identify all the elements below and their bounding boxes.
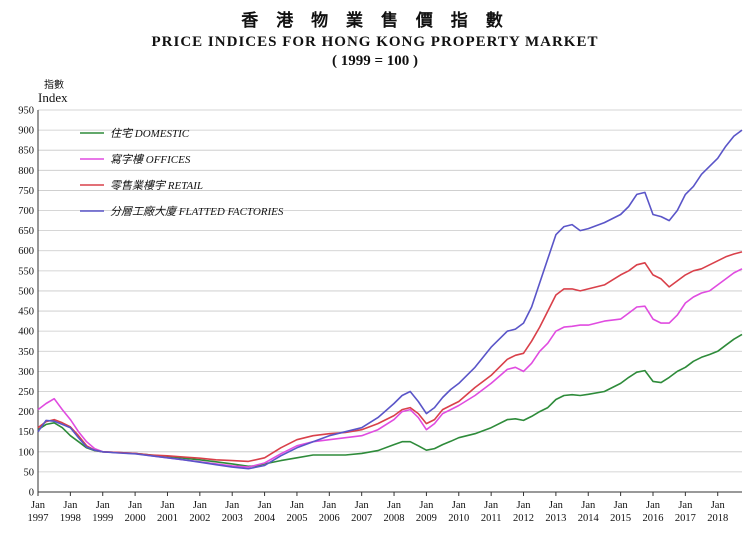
y-tick-label: 250: [18, 387, 34, 398]
y-tick-label: 900: [18, 126, 34, 137]
x-tick-label-month: Jan: [517, 500, 532, 511]
x-tick-label-month: Jan: [31, 500, 46, 511]
chart-title: PRICE INDICES FOR HONG KONG PROPERTY MAR…: [151, 34, 599, 50]
legend-label: 分層工廠大廈 FLATTED FACTORIES: [110, 205, 284, 218]
x-tick-label-month: Jan: [387, 500, 402, 511]
y-tick-label: 150: [18, 427, 34, 438]
x-tick-label-month: Jan: [549, 500, 564, 511]
x-tick-label-year: 2010: [448, 513, 469, 524]
y-tick-label: 500: [18, 286, 34, 297]
x-tick-label-year: 2016: [642, 513, 663, 524]
x-tick-label-year: 2007: [351, 513, 372, 524]
y-tick-label: 550: [18, 266, 34, 277]
y-tick-label: 600: [18, 246, 34, 257]
y-tick-label: 50: [24, 467, 35, 478]
x-tick-label-year: 2003: [222, 513, 243, 524]
x-tick-label-year: 2018: [707, 513, 728, 524]
y-tick-label: 200: [18, 407, 34, 418]
x-tick-label-year: 2015: [610, 513, 631, 524]
x-tick-label-year: 2013: [545, 513, 566, 524]
x-tick-label-month: Jan: [614, 500, 629, 511]
x-tick-label-month: Jan: [290, 500, 305, 511]
x-tick-label-year: 2017: [675, 513, 696, 524]
legend-label: 住宅 DOMESTIC: [110, 127, 190, 140]
y-tick-label: 450: [18, 307, 34, 318]
x-tick-label-month: Jan: [711, 500, 726, 511]
y-axis-label: Index: [38, 90, 68, 105]
y-tick-label: 650: [18, 226, 34, 237]
chart-title-chinese: 香 港 物 業 售 價 指 數: [241, 11, 509, 31]
x-tick-label-month: Jan: [484, 500, 499, 511]
legend-label: 零售業樓宇 RETAIL: [110, 179, 203, 192]
series-line: [37, 251, 743, 463]
x-tick-label-month: Jan: [193, 500, 208, 511]
x-tick-label-year: 2006: [319, 513, 340, 524]
x-tick-label-year: 2002: [189, 513, 210, 524]
x-tick-label-month: Jan: [258, 500, 273, 511]
x-tick-label-year: 2008: [384, 513, 405, 524]
x-tick-label-month: Jan: [322, 500, 337, 511]
series-line: [37, 268, 743, 468]
y-tick-label: 0: [29, 488, 34, 499]
y-tick-label: 350: [18, 347, 34, 358]
y-tick-label: 700: [18, 206, 34, 217]
x-tick-label-month: Jan: [646, 500, 661, 511]
legend-label: 寫字樓 OFFICES: [110, 153, 191, 166]
x-tick-label-month: Jan: [581, 500, 596, 511]
x-tick-label-month: Jan: [96, 500, 111, 511]
x-tick-label-year: 2001: [157, 513, 178, 524]
series-line: [37, 129, 743, 470]
x-tick-label-month: Jan: [128, 500, 143, 511]
chart-subtitle: ( 1999 = 100 ): [331, 53, 419, 69]
y-tick-label: 750: [18, 186, 34, 197]
y-tick-label: 300: [18, 367, 34, 378]
y-tick-label: 100: [18, 447, 34, 458]
y-tick-label: 800: [18, 166, 34, 177]
x-tick-label-month: Jan: [678, 500, 693, 511]
x-tick-label-month: Jan: [452, 500, 467, 511]
y-tick-label: 850: [18, 146, 34, 157]
x-tick-label-year: 2014: [578, 513, 600, 524]
x-tick-label-month: Jan: [225, 500, 240, 511]
x-tick-label-month: Jan: [160, 500, 175, 511]
x-tick-label-year: 2005: [286, 513, 307, 524]
x-tick-label-year: 2004: [254, 513, 276, 524]
x-tick-label-month: Jan: [355, 500, 370, 511]
y-tick-label: 950: [18, 106, 34, 117]
x-tick-label-month: Jan: [63, 500, 78, 511]
x-tick-label-month: Jan: [419, 500, 434, 511]
x-tick-label-year: 1998: [60, 513, 81, 524]
x-tick-label-year: 1999: [92, 513, 113, 524]
y-axis-label-chinese: 指數: [44, 80, 64, 91]
y-tick-label: 400: [18, 327, 34, 338]
series-line: [37, 333, 743, 468]
x-tick-label-year: 2009: [416, 513, 437, 524]
x-tick-label-year: 1997: [28, 513, 49, 524]
x-tick-label-year: 2000: [125, 513, 146, 524]
x-tick-label-year: 2011: [481, 513, 502, 524]
x-tick-label-year: 2012: [513, 513, 534, 524]
